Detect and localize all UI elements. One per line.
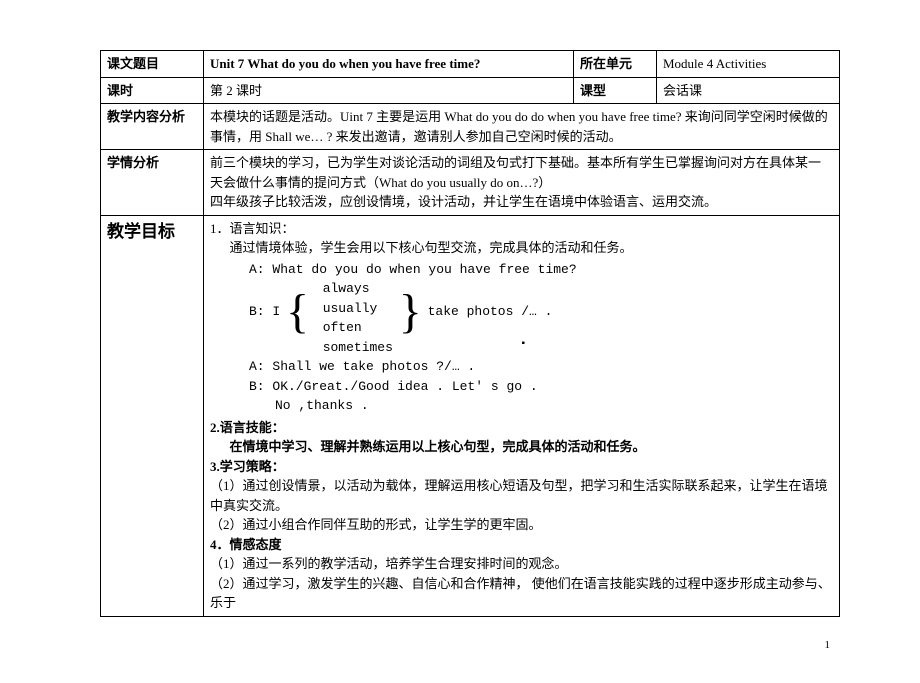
goals-s3-p1: （1）通过创设情景，以活动为载体，理解运用核心短语及句型，把学习和生活实际联系起… <box>210 478 828 513</box>
learner-line1: 前三个模块的学习，已为学生对谈论活动的词组及句式打下基础。基本所有学生已掌握询问… <box>210 155 821 190</box>
row-period: 课时 第 2 课时 课型 会话课 <box>101 77 840 104</box>
label-period: 课时 <box>101 77 204 104</box>
goals-s1-head: 1．语言知识： <box>210 221 295 236</box>
adverb-group: { always usually often sometimes } <box>288 279 420 357</box>
row-learner-analysis: 学情分析 前三个模块的学习，已为学生对谈论活动的词组及句式打下基础。基本所有学生… <box>101 150 840 216</box>
brace-right-icon: } <box>399 279 422 345</box>
value-goals: ▪ 1．语言知识： 通过情境体验，学生会用以下核心句型交流，完成具体的活动和任务… <box>204 215 840 616</box>
dialogue-b-line: B: I { always usually often sometimes } … <box>249 279 833 357</box>
label-learner-analysis: 学情分析 <box>101 150 204 216</box>
adverb-column: always usually often sometimes <box>315 279 393 357</box>
goals-s4-p1: （1）通过一系列的教学活动，培养学生合理安排时间的观念。 <box>210 556 568 571</box>
goals-s3-head: 3.学习策略： <box>210 459 285 474</box>
goals-s2-head: 2.语言技能： <box>210 420 285 435</box>
label-goals: 教学目标 <box>101 215 204 616</box>
label-content-analysis: 教学内容分析 <box>101 104 204 150</box>
dialogue-b-suffix: take photos /… . <box>428 279 553 345</box>
brace-left-icon: { <box>286 279 309 345</box>
dialogue-a1: A: What do you do when you have free tim… <box>249 260 833 280</box>
value-period: 第 2 课时 <box>204 77 574 104</box>
label-unit: 所在单元 <box>574 51 657 78</box>
goals-s4-p2: （2）通过学习，激发学生的兴趣、自信心和合作精神， 使他们在语言技能实践的过程中… <box>210 576 831 611</box>
adverb-always: always <box>323 281 370 296</box>
learner-line2: 四年级孩子比较活泼，应创设情境，设计活动，并让学生在语境中体验语言、运用交流。 <box>210 194 717 209</box>
value-lesson-title: Unit 7 What do you do when you have free… <box>204 51 574 78</box>
adverb-usually: usually <box>323 301 378 316</box>
adverb-sometimes: sometimes <box>323 340 393 355</box>
label-class-type: 课型 <box>574 77 657 104</box>
value-unit: Module 4 Activities <box>657 51 840 78</box>
dialogue-b-prefix: B: I <box>249 279 280 345</box>
dialogue-b2: B: OK./Great./Good idea . Let' s go . <box>249 377 833 397</box>
row-title: 课文题目 Unit 7 What do you do when you have… <box>101 51 840 78</box>
dialogue-b3: No ,thanks . <box>249 396 833 416</box>
goals-s3-p2: （2）通过小组合作同伴互助的形式，让学生学的更牢固。 <box>210 517 542 532</box>
goals-s1-intro: 通过情境体验，学生会用以下核心句型交流，完成具体的活动和任务。 <box>210 238 833 258</box>
row-goals: 教学目标 ▪ 1．语言知识： 通过情境体验，学生会用以下核心句型交流，完成具体的… <box>101 215 840 616</box>
goals-s4-head: 4．情感态度 <box>210 537 282 552</box>
dialogue-a2: A: Shall we take photos ?/… . <box>249 357 833 377</box>
page-number: 1 <box>100 617 840 654</box>
row-content-analysis: 教学内容分析 本模块的话题是活动。Uint 7 主要是运用 What do yo… <box>101 104 840 150</box>
value-class-type: 会话课 <box>657 77 840 104</box>
dialogue-block: A: What do you do when you have free tim… <box>210 260 833 416</box>
value-learner-analysis: 前三个模块的学习，已为学生对谈论活动的词组及句式打下基础。基本所有学生已掌握询问… <box>204 150 840 216</box>
value-content-analysis: 本模块的话题是活动。Uint 7 主要是运用 What do you do do… <box>204 104 840 150</box>
adverb-often: often <box>323 320 362 335</box>
label-lesson-title: 课文题目 <box>101 51 204 78</box>
goals-s2-text: 在情境中学习、理解并熟练运用以上核心句型，完成具体的活动和任务。 <box>210 437 833 457</box>
lesson-plan-table: 课文题目 Unit 7 What do you do when you have… <box>100 50 840 617</box>
